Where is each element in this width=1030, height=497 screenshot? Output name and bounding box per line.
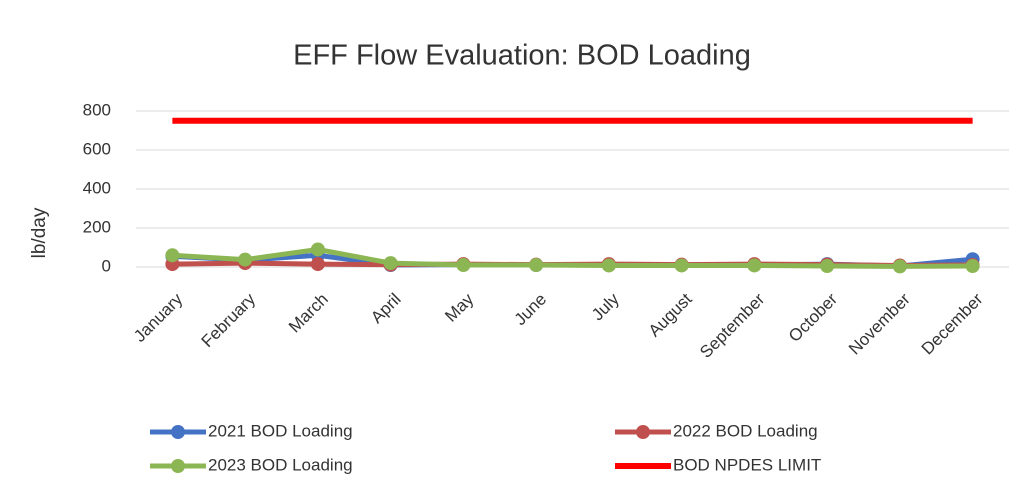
y-tick-label: 400: [83, 178, 111, 197]
series-line: [172, 246, 973, 269]
series-marker: [674, 258, 689, 273]
series-marker: [456, 258, 471, 273]
y-tick-label: 200: [83, 217, 111, 236]
chart-title: EFF Flow Evaluation: BOD Loading: [293, 40, 751, 72]
series-marker: [238, 252, 253, 267]
series-marker: [165, 248, 180, 263]
series-marker: [310, 242, 325, 257]
y-tick-label: 600: [83, 139, 111, 158]
y-tick-label: 800: [83, 100, 111, 119]
y-tick-label: 0: [102, 256, 111, 275]
series-marker: [310, 257, 325, 272]
legend-marker: [636, 425, 650, 439]
series-marker: [383, 256, 398, 271]
series-marker: [820, 259, 835, 274]
series-marker: [892, 259, 907, 274]
legend-label: 2023 BOD Loading: [208, 455, 353, 474]
legend-label: 2021 BOD Loading: [208, 421, 353, 440]
series-marker: [965, 259, 980, 274]
legend-marker: [171, 425, 185, 439]
legend-label: 2022 BOD Loading: [673, 421, 818, 440]
series-marker: [529, 258, 544, 273]
y-axis-title: lb/day: [29, 207, 50, 258]
legend-marker: [171, 459, 185, 473]
legend-label: BOD NPDES LIMIT: [673, 455, 821, 474]
series-marker: [601, 258, 616, 273]
series-marker: [747, 258, 762, 273]
